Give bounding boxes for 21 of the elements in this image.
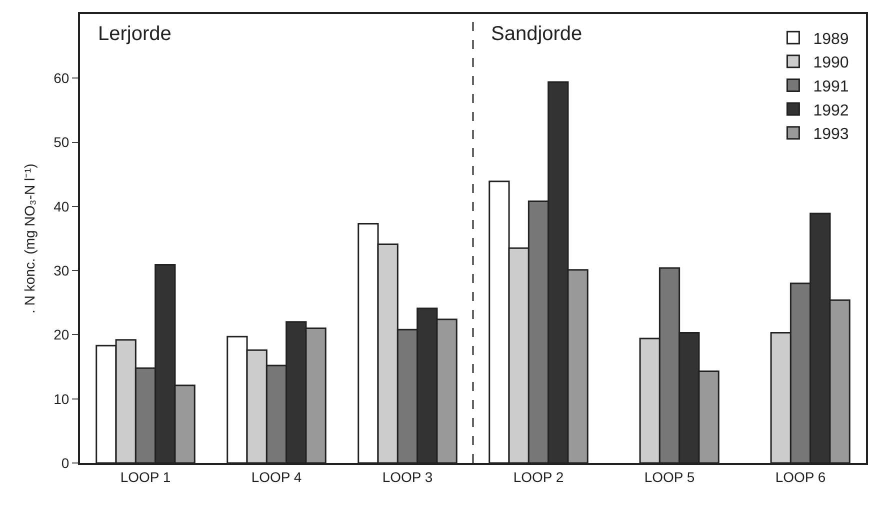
x-tick-label: LOOP 6 (775, 468, 826, 485)
legend-label: 1989 (813, 30, 849, 48)
x-tick-label: LOOP 5 (644, 468, 695, 485)
y-axis-title: . N konc. (mg NO₃-N l⁻¹) (22, 164, 38, 314)
annotation: Lerjorde (98, 23, 172, 45)
y-tick-label: 20 (54, 326, 70, 343)
legend-label: 1990 (813, 54, 849, 72)
y-tick-label: 10 (54, 390, 70, 407)
y-tick-label: 0 (61, 454, 70, 471)
x-tick-label: LOOP 1 (120, 468, 171, 485)
annotation: Sandjorde (491, 23, 582, 45)
legend-label: 1992 (813, 102, 849, 120)
legend-label: 1991 (813, 78, 849, 96)
x-tick-label: LOOP 4 (251, 468, 302, 485)
x-tick-label: LOOP 2 (513, 468, 564, 485)
y-tick-label: 50 (54, 134, 70, 150)
y-tick-label: 60 (54, 70, 70, 86)
x-tick-label: LOOP 3 (382, 468, 433, 485)
y-tick-label: 30 (54, 262, 70, 278)
legend-label: 1993 (813, 126, 849, 144)
y-tick-label: 40 (54, 198, 70, 214)
